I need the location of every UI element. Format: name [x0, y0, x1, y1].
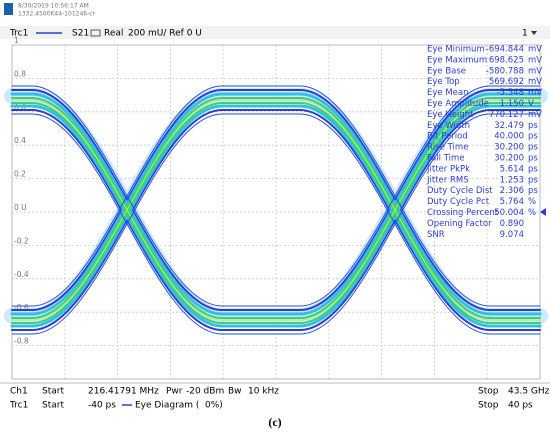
- scale: 200 mU/ Ref 0 U: [128, 29, 202, 39]
- measurement-name: Eye Top: [427, 77, 460, 87]
- parameter: S21: [72, 29, 89, 39]
- measurement-value: 9.074: [500, 230, 524, 240]
- measurement-name: Eye Maximum: [427, 55, 487, 65]
- trace-bar: [0, 26, 550, 39]
- footer-item: -20 dBm: [186, 387, 224, 397]
- y-axis-label: -0.4: [14, 270, 29, 279]
- measurement-value: -580.788: [486, 66, 524, 76]
- measurement-unit: mV: [528, 88, 542, 98]
- y-axis-label: 0.8: [14, 69, 26, 78]
- measurement-value: 569.692: [489, 77, 524, 87]
- measurement-panel: Eye Minimum -694.844 mV Eye Maximum 698.625 m…: [426, 45, 542, 240]
- y-axis-label: -0.2: [14, 236, 29, 245]
- measurement-value: 770.127: [489, 110, 524, 120]
- channel-number[interactable]: 1: [522, 29, 528, 39]
- measurement-value: 698.625: [489, 55, 524, 65]
- measurement-value: 32.479: [494, 121, 524, 131]
- measurement-value: 1.253: [500, 175, 524, 185]
- measurement-unit: mV: [528, 77, 542, 87]
- footer-item: Bw: [228, 387, 242, 397]
- measurement-value: 0.890: [500, 219, 524, 229]
- timestamp: 8/30/2019 10:56:17 AM: [18, 3, 89, 10]
- y-axis-label: 1: [14, 36, 19, 45]
- measurement-name: Jitter PkPk: [426, 164, 470, 174]
- dropdown-arrow[interactable]: [531, 31, 537, 35]
- measurement-name: Crossing Percent: [427, 208, 499, 218]
- measurement-value: -694.844: [486, 45, 524, 55]
- measurement-unit: mV: [528, 55, 542, 65]
- measurement-name: SNR: [427, 230, 445, 240]
- measurement-name: Jitter RMS: [426, 175, 469, 185]
- measurement-unit: ps: [528, 186, 538, 196]
- trace-name: Trc1: [9, 29, 28, 39]
- measurement-name: Eye Height: [427, 110, 474, 120]
- measurement-name: Eye Width: [427, 121, 470, 131]
- measurement-value: 5.614: [500, 164, 524, 174]
- footer-item: -40 ps: [88, 401, 116, 411]
- measurement-name: Eye Base: [427, 66, 466, 76]
- measurement-unit: ps: [528, 175, 538, 185]
- measurement-name: Duty Cycle Dist: [427, 186, 493, 196]
- footer-item: Stop: [478, 387, 499, 397]
- footer-item: 0%): [205, 401, 223, 411]
- measurement-unit: ps: [528, 132, 538, 142]
- footer-item: 40 ps: [508, 401, 533, 411]
- footer-item: Trc1: [9, 401, 28, 411]
- measurement-unit: ps: [528, 121, 538, 131]
- measurement-unit: %: [528, 208, 536, 218]
- device-id: 1332.4500K44-101246-cr: [18, 11, 96, 18]
- format: Real: [104, 29, 123, 39]
- footer-item: Ch1: [10, 387, 28, 397]
- measurement-unit: ps: [528, 154, 538, 164]
- y-axis-label: 0 U: [14, 203, 27, 212]
- measurement-value: 30.200: [494, 143, 524, 153]
- footer-item: Stop: [478, 401, 499, 411]
- footer-item: Start: [42, 401, 64, 411]
- measurement-name: Duty Cycle Pct: [427, 197, 490, 207]
- measurement-unit: %: [528, 197, 536, 207]
- measurement-value: 50.004: [494, 208, 524, 218]
- measurement-value: 40.000: [494, 132, 524, 142]
- measurement-unit: ps: [528, 164, 538, 174]
- footer-item: Start: [42, 387, 64, 397]
- measurement-unit: mV: [528, 110, 542, 120]
- measurement-name: Bit Period: [427, 132, 468, 142]
- measurement-unit: mV: [528, 66, 542, 76]
- y-axis-label: 0.4: [14, 136, 26, 145]
- measurement-value: 1.150: [500, 99, 524, 109]
- measurement-unit: V: [528, 99, 534, 109]
- measurement-value: 2.306: [500, 186, 524, 196]
- measurement-name: Eye Amplitude: [427, 99, 489, 109]
- footer-item: 216.41791 MHz: [88, 387, 159, 397]
- footer: Ch1 Start 216.41791 MHz Pwr -20 dBm Bw 10 kHz S…: [9, 387, 550, 411]
- measurement-unit: ps: [528, 143, 538, 153]
- footer-item: 43.5 GHz: [508, 387, 550, 397]
- param-icon: [90, 29, 101, 37]
- footer-item: Pwr: [166, 387, 183, 397]
- y-axis-label: 0.2: [14, 170, 26, 179]
- logo: [4, 3, 13, 15]
- measurement-name: Eye Minimum: [427, 45, 485, 55]
- footer-item: 10 kHz: [248, 387, 279, 397]
- measurement-name: Rise Time: [427, 143, 468, 153]
- ref-marker: [540, 208, 546, 216]
- measurement-value: -5.548: [497, 88, 524, 98]
- measurement-name: Eye Mean: [427, 88, 469, 98]
- measurement-value: 5.764: [500, 197, 524, 207]
- y-axis-label: -0.6: [14, 303, 29, 312]
- measurement-value: 30.200: [494, 154, 524, 164]
- footer-item: Eye Diagram (: [135, 401, 199, 411]
- measurement-unit: mV: [528, 45, 542, 55]
- measurement-name: Fall Time: [427, 154, 465, 164]
- caption: (c): [268, 415, 281, 429]
- y-axis-label: -0.8: [14, 337, 29, 346]
- measurement-name: Opening Factor: [427, 219, 492, 229]
